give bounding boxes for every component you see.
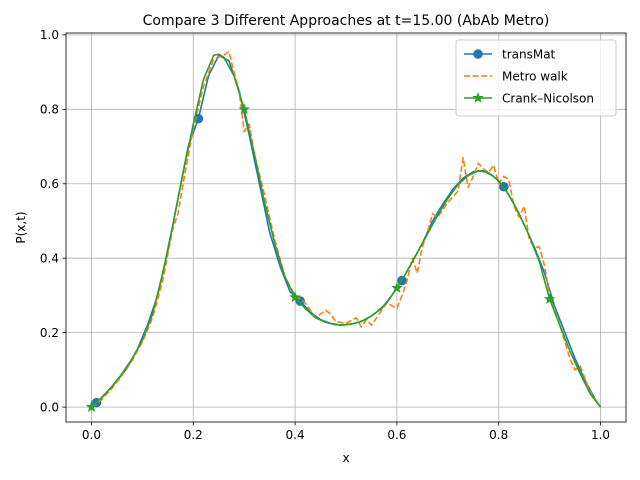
data-point [295, 296, 305, 306]
legend: transMat Metro walk Crank–Nicolson [455, 39, 617, 117]
series-layer [85, 50, 602, 413]
y-tick-label: 0.2 [40, 326, 59, 340]
legend-box [455, 39, 617, 117]
data-point [543, 293, 556, 305]
legend-label: Metro walk [502, 69, 568, 83]
y-axis-label: P(x,t) [14, 211, 28, 243]
x-tick-label: 0.8 [489, 428, 508, 442]
x-tick-label: 1.0 [591, 428, 610, 442]
x-tick-label: 0.0 [82, 428, 101, 442]
y-tick-label: 0.6 [40, 177, 59, 191]
legend-marker [473, 49, 483, 59]
plot-frame [65, 32, 627, 423]
y-tick-label: 0.8 [40, 103, 59, 117]
data-point [85, 401, 98, 413]
x-tick-label: 0.6 [387, 428, 406, 442]
x-tick-label: 0.4 [286, 428, 305, 442]
data-point [289, 291, 301, 303]
legend-marker [472, 91, 484, 103]
legend-label: transMat [502, 47, 556, 61]
x-axis: 0.0 0.2 0.4 0.6 0.8 1.0 [82, 422, 610, 442]
chart-title: Compare 3 Different Approaches at t=15.0… [143, 13, 550, 29]
y-tick-label: 0.4 [40, 252, 59, 266]
legend-entry: Crank–Nicolson [464, 91, 594, 105]
legend-label: Crank–Nicolson [502, 91, 594, 105]
data-point [391, 281, 403, 293]
y-axis: 0.0 0.2 0.4 0.6 0.8 1.0 [40, 28, 66, 414]
series-1 [90, 50, 602, 408]
y-tick-label: 0.0 [40, 400, 59, 414]
data-point [238, 103, 250, 115]
series-line [90, 50, 602, 408]
y-tick-label: 1.0 [40, 28, 59, 42]
series-line [90, 53, 602, 408]
legend-entry: transMat [464, 47, 556, 61]
legend-entry: Metro walk [464, 69, 568, 83]
x-tick-label: 0.2 [184, 428, 203, 442]
series-2 [85, 53, 602, 413]
x-axis-label: x [342, 451, 349, 465]
